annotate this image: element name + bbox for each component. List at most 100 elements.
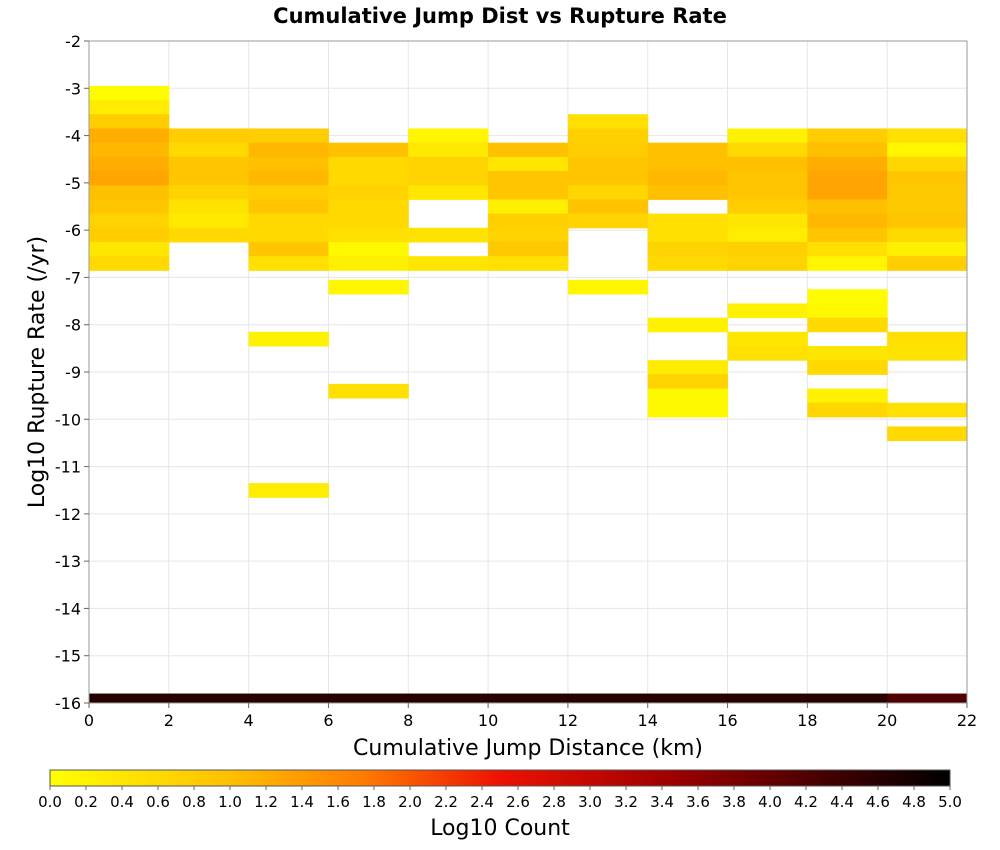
x-axis-title: Cumulative Jump Distance (km) — [353, 736, 703, 761]
heatmap-cell — [807, 345, 888, 361]
colorbar-title: Log10 Count — [430, 816, 570, 841]
heatmap-cell — [488, 241, 569, 257]
heatmap-cell — [248, 171, 329, 186]
heatmap-cell — [89, 100, 170, 115]
heatmap-cell — [567, 185, 649, 200]
heatmap-cell — [807, 142, 888, 158]
x-tick-label: 16 — [717, 711, 737, 730]
heatmap-cell — [727, 227, 808, 243]
colorbar-tick-label: 2.2 — [434, 793, 458, 811]
heatmap-cell — [727, 128, 808, 144]
heatmap-cell — [807, 402, 888, 418]
heatmap-cell — [647, 360, 729, 375]
heatmap-cell — [807, 256, 888, 271]
heatmap-cell — [248, 156, 329, 172]
heatmap-cell — [488, 227, 569, 243]
colorbar-tick-label: 3.0 — [578, 793, 602, 811]
heatmap-cell — [328, 142, 409, 158]
heatmap-cell — [328, 213, 409, 229]
heatmap-cell-bottom — [168, 693, 250, 703]
heatmap-cell-bottom — [248, 693, 329, 703]
heatmap-cell — [807, 289, 888, 304]
heatmap-cell — [248, 331, 329, 347]
heatmap-cell — [727, 345, 808, 361]
heatmap-cell-bottom — [328, 693, 409, 703]
colorbar-tick-label: 0.2 — [74, 793, 98, 811]
heatmap-cell — [89, 213, 170, 229]
y-tick-label: -5 — [65, 174, 81, 193]
y-axis-ticks: -2 -3 -4 -5 -6 -7 -8 -9 -10 -11 -12 -13 -14 -15 -16 — [55, 32, 89, 713]
heatmap-cell — [248, 199, 329, 215]
x-axis-ticks: 0 2 4 6 8 10 12 14 16 18 20 22 — [84, 703, 977, 730]
heatmap-cell — [328, 171, 409, 186]
x-tick-label: 2 — [164, 711, 174, 730]
heatmap-cell — [567, 142, 649, 158]
y-tick-label: -7 — [65, 268, 81, 287]
heatmap-cell — [887, 171, 968, 186]
heatmap-cell — [647, 402, 729, 418]
colorbar-tick-label: 0.0 — [38, 793, 62, 811]
heatmap-cell-bottom — [727, 693, 808, 703]
heatmap-cell — [328, 241, 409, 257]
heatmap-cell — [89, 114, 170, 129]
heatmap-cell — [567, 156, 649, 172]
heatmap-cell — [567, 128, 649, 144]
heatmap-cell — [328, 256, 409, 271]
colorbar-tick-label: 4.6 — [866, 793, 890, 811]
heatmap-cell — [408, 156, 489, 172]
y-tick-label: -11 — [55, 458, 81, 477]
heatmap-cell — [408, 185, 489, 200]
heatmap-cell — [488, 171, 569, 186]
colorbar-tick-label: 1.4 — [290, 793, 314, 811]
colorbar-tick-label: 4.2 — [794, 793, 818, 811]
heatmap-cell — [647, 241, 729, 257]
chart-title: Cumulative Jump Dist vs Rupture Rate — [273, 4, 727, 28]
heatmap-cell — [887, 331, 968, 347]
heatmap-cell — [488, 185, 569, 200]
heatmap-cell — [248, 256, 329, 271]
colorbar-tick-label: 0.4 — [110, 793, 134, 811]
heatmap-cell — [89, 171, 170, 186]
y-tick-label: -6 — [65, 221, 81, 240]
heatmap-cell — [168, 171, 250, 186]
heatmap-cell — [647, 142, 729, 158]
y-tick-label: -10 — [55, 410, 81, 429]
heatmap-cell — [248, 241, 329, 257]
heatmap-cell — [567, 279, 649, 295]
heatmap-cell — [89, 256, 170, 271]
colorbar-tick-label: 3.4 — [650, 793, 674, 811]
heatmap-cell — [647, 256, 729, 271]
x-tick-label: 12 — [558, 711, 578, 730]
y-tick-label: -12 — [55, 505, 81, 524]
heatmap-cell — [647, 156, 729, 172]
heatmap-cell — [89, 142, 170, 158]
heatmap-cell — [727, 256, 808, 271]
heatmap-cell — [647, 227, 729, 243]
heatmap-cell-bottom — [408, 693, 489, 703]
y-tick-label: -9 — [65, 363, 81, 382]
heatmap-cell — [807, 227, 888, 243]
y-tick-label: -4 — [65, 127, 81, 146]
heatmap-cell — [248, 128, 329, 144]
heatmap-cell — [727, 241, 808, 257]
y-tick-label: -14 — [55, 599, 81, 618]
heatmap-cell — [807, 156, 888, 172]
heatmap-cell — [727, 156, 808, 172]
heatmap-cell — [887, 142, 968, 158]
colorbar — [49, 769, 951, 787]
heatmap-cell — [328, 227, 409, 243]
heatmap-cell — [647, 171, 729, 186]
heatmap-cell-bottom — [807, 693, 888, 703]
colorbar-tick-label: 0.6 — [146, 793, 170, 811]
heatmap-cell — [727, 185, 808, 200]
heatmap-cell — [887, 426, 968, 442]
heatmap-cell — [408, 171, 489, 186]
colorbar-tick-label: 2.0 — [398, 793, 422, 811]
heatmap-cell — [807, 317, 888, 333]
heatmap-cell — [488, 256, 569, 271]
heatmap-cell — [807, 388, 888, 404]
heatmap-cell — [248, 213, 329, 229]
heatmap-cell — [488, 213, 569, 229]
heatmap-cell — [89, 156, 170, 172]
heatmap-cell-bottom — [647, 693, 729, 703]
